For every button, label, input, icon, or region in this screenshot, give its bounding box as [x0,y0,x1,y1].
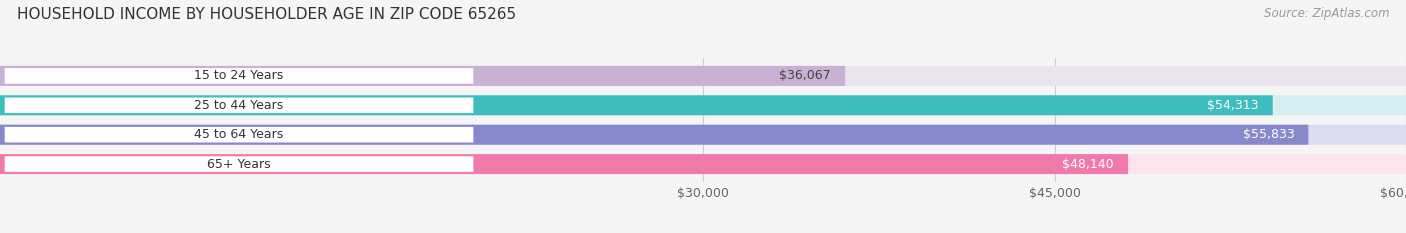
FancyBboxPatch shape [4,97,474,113]
FancyBboxPatch shape [4,156,474,172]
FancyBboxPatch shape [0,95,1272,115]
FancyBboxPatch shape [0,154,1128,174]
FancyBboxPatch shape [0,125,1309,145]
FancyBboxPatch shape [0,154,1406,174]
Text: HOUSEHOLD INCOME BY HOUSEHOLDER AGE IN ZIP CODE 65265: HOUSEHOLD INCOME BY HOUSEHOLDER AGE IN Z… [17,7,516,22]
Text: 15 to 24 Years: 15 to 24 Years [194,69,284,82]
FancyBboxPatch shape [0,125,1406,145]
Text: Source: ZipAtlas.com: Source: ZipAtlas.com [1264,7,1389,20]
Text: $36,067: $36,067 [779,69,831,82]
Text: $48,140: $48,140 [1063,158,1114,171]
FancyBboxPatch shape [4,68,474,84]
FancyBboxPatch shape [0,66,845,86]
Text: $55,833: $55,833 [1243,128,1295,141]
Text: 65+ Years: 65+ Years [207,158,271,171]
FancyBboxPatch shape [4,127,474,143]
Text: $54,313: $54,313 [1208,99,1258,112]
Text: 25 to 44 Years: 25 to 44 Years [194,99,284,112]
FancyBboxPatch shape [0,66,1406,86]
FancyBboxPatch shape [0,95,1406,115]
Text: 45 to 64 Years: 45 to 64 Years [194,128,284,141]
